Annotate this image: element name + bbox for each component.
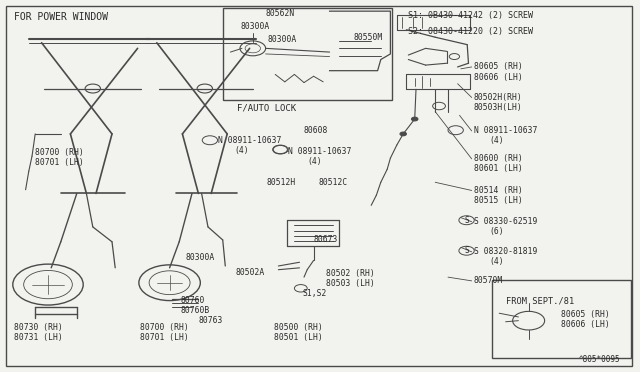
Text: 80673: 80673	[314, 235, 338, 244]
Circle shape	[400, 132, 406, 136]
Text: (4): (4)	[489, 257, 504, 266]
Text: FOR POWER WINDOW: FOR POWER WINDOW	[14, 12, 108, 22]
Text: 80601 (LH): 80601 (LH)	[474, 164, 522, 173]
Bar	[492, 280, 631, 358]
Text: 80514 (RH): 80514 (RH)	[474, 186, 522, 195]
Text: 80701 (LH): 80701 (LH)	[35, 158, 84, 167]
Text: 80500 (RH): 80500 (RH)	[274, 323, 323, 332]
Text: S2: 08430-41220 (2) SCREW: S2: 08430-41220 (2) SCREW	[408, 27, 533, 36]
Text: 80700 (RH): 80700 (RH)	[140, 323, 188, 332]
Text: 80512C: 80512C	[319, 178, 348, 187]
Text: 80570M: 80570M	[474, 276, 503, 285]
Text: (4): (4)	[307, 157, 322, 166]
Text: 80550M: 80550M	[353, 33, 383, 42]
Text: N 08911-10637: N 08911-10637	[288, 147, 351, 156]
Text: 80608: 80608	[304, 126, 328, 135]
Text: 80606 (LH): 80606 (LH)	[474, 73, 522, 81]
Text: (4): (4)	[489, 137, 504, 145]
Text: 80502H(RH): 80502H(RH)	[474, 93, 522, 102]
Text: 80503H(LH): 80503H(LH)	[474, 103, 522, 112]
Text: S 08320-81819: S 08320-81819	[474, 247, 537, 256]
Text: 80701 (LH): 80701 (LH)	[140, 333, 188, 342]
Text: 80763: 80763	[198, 316, 223, 325]
Text: N 08911-10637: N 08911-10637	[218, 136, 281, 145]
Text: S1: 0B430-41242 (2) SCREW: S1: 0B430-41242 (2) SCREW	[408, 11, 533, 20]
Bar	[223, 8, 392, 100]
Text: 80606 (LH): 80606 (LH)	[561, 320, 609, 329]
Text: F/AUTO LOCK: F/AUTO LOCK	[237, 103, 296, 112]
Text: 80300A: 80300A	[241, 22, 270, 31]
Text: N 08911-10637: N 08911-10637	[474, 126, 537, 135]
Text: 80515 (LH): 80515 (LH)	[474, 196, 522, 205]
Text: S1,S2: S1,S2	[303, 289, 327, 298]
Text: S: S	[464, 216, 469, 225]
Text: 80605 (RH): 80605 (RH)	[474, 62, 522, 71]
Text: 80562N: 80562N	[266, 9, 295, 18]
Text: ^805*0095: ^805*0095	[579, 355, 621, 364]
Text: 80300A: 80300A	[268, 35, 297, 44]
Text: 80501 (LH): 80501 (LH)	[274, 333, 323, 342]
Text: S: S	[464, 246, 469, 255]
Text: 80502 (RH): 80502 (RH)	[326, 269, 375, 278]
Text: 80760B: 80760B	[180, 306, 210, 315]
Text: 80760: 80760	[180, 296, 205, 305]
Text: 80502A: 80502A	[236, 268, 265, 277]
Text: S 08330-62519: S 08330-62519	[474, 217, 537, 226]
Text: FROM SEPT./81: FROM SEPT./81	[506, 297, 574, 306]
Text: 80731 (LH): 80731 (LH)	[14, 333, 63, 342]
Text: 80300A: 80300A	[186, 253, 215, 262]
Text: 80730 (RH): 80730 (RH)	[14, 323, 63, 332]
Text: 80503 (LH): 80503 (LH)	[326, 279, 375, 288]
Text: (4): (4)	[234, 146, 249, 155]
Text: 80700 (RH): 80700 (RH)	[35, 148, 84, 157]
Text: 80512H: 80512H	[267, 178, 296, 187]
Text: 80605 (RH): 80605 (RH)	[561, 310, 609, 319]
Text: 80600 (RH): 80600 (RH)	[474, 154, 522, 163]
Text: (6): (6)	[489, 227, 504, 236]
Circle shape	[412, 117, 418, 121]
